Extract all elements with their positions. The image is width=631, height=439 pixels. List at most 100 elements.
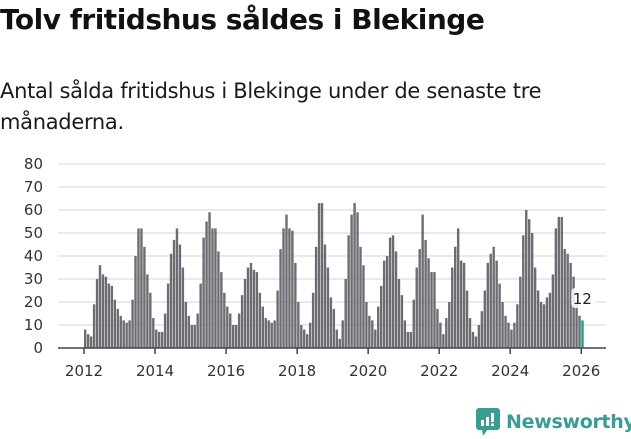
bar xyxy=(84,329,87,348)
bar xyxy=(101,274,105,348)
bar xyxy=(270,322,273,348)
bar xyxy=(581,320,584,348)
bar xyxy=(353,203,356,348)
bar xyxy=(282,228,285,348)
bar xyxy=(560,216,563,348)
bar xyxy=(551,274,555,348)
bar xyxy=(223,292,226,348)
bar xyxy=(326,267,330,348)
bar xyxy=(314,246,318,348)
bar xyxy=(246,267,250,348)
bar xyxy=(258,292,262,348)
bar xyxy=(104,276,108,348)
chart-subtitle: Antal sålda fritidshus i Blekinge under … xyxy=(0,79,542,134)
bar xyxy=(237,313,241,348)
bar xyxy=(122,320,125,348)
bar xyxy=(149,292,152,348)
bar xyxy=(507,322,510,348)
x-tick-label: 2020 xyxy=(349,362,387,380)
bar xyxy=(335,329,339,348)
bar xyxy=(368,315,371,348)
bar xyxy=(504,315,507,348)
y-tick-label: 0 xyxy=(33,339,43,357)
bar xyxy=(341,320,344,348)
bar xyxy=(480,311,484,348)
bar xyxy=(261,306,265,348)
bar xyxy=(391,235,395,348)
x-tick-label: 2012 xyxy=(65,362,103,380)
bar xyxy=(471,331,475,348)
bar xyxy=(359,246,362,348)
bar xyxy=(294,262,297,348)
bar xyxy=(172,239,176,348)
y-tick-label: 80 xyxy=(24,155,43,173)
bar xyxy=(181,267,185,348)
bar xyxy=(445,318,448,348)
bar xyxy=(548,292,552,348)
bar xyxy=(243,279,247,348)
bar xyxy=(563,249,566,348)
bar xyxy=(300,325,303,348)
bar xyxy=(226,306,229,348)
y-tick-label: 20 xyxy=(24,293,43,311)
bar xyxy=(519,276,522,348)
bar xyxy=(569,262,572,348)
bar xyxy=(217,251,220,348)
bar xyxy=(492,246,495,348)
bar xyxy=(288,228,291,348)
bar xyxy=(128,320,131,348)
bar xyxy=(329,297,333,348)
x-tick-label: 2026 xyxy=(562,362,600,380)
x-tick-label: 2014 xyxy=(136,362,174,380)
bar xyxy=(86,334,90,348)
y-tick-label: 30 xyxy=(24,270,43,288)
bar xyxy=(539,302,543,348)
bar xyxy=(483,290,487,348)
bar xyxy=(380,285,383,348)
bar xyxy=(424,239,427,348)
y-tick-label: 70 xyxy=(24,178,43,196)
bar xyxy=(406,331,410,348)
bar xyxy=(323,244,327,348)
bar xyxy=(489,253,492,348)
y-tick-label: 60 xyxy=(24,201,43,219)
bar xyxy=(442,334,445,348)
bar xyxy=(377,306,380,348)
bar xyxy=(220,272,223,348)
bar xyxy=(163,313,167,348)
bar xyxy=(498,283,501,348)
bar xyxy=(382,260,386,348)
bar xyxy=(578,315,581,348)
bar xyxy=(427,258,430,348)
bar xyxy=(439,322,442,348)
bar xyxy=(397,279,401,348)
y-tick-label: 10 xyxy=(24,316,43,334)
bar xyxy=(418,249,421,348)
bar xyxy=(146,274,149,348)
bar xyxy=(175,228,179,348)
bar xyxy=(320,203,324,348)
bar xyxy=(211,228,214,348)
bar xyxy=(255,272,259,348)
bar xyxy=(131,299,134,348)
bar xyxy=(169,253,173,348)
bar xyxy=(516,304,519,348)
bar xyxy=(119,315,122,348)
bar xyxy=(166,283,170,348)
bar xyxy=(421,214,424,348)
bar xyxy=(240,295,244,348)
bar xyxy=(190,325,193,348)
bars xyxy=(84,203,584,348)
bar xyxy=(436,308,439,348)
y-tick-label: 40 xyxy=(24,247,43,265)
bar xyxy=(107,283,111,348)
bar xyxy=(501,302,504,348)
bar xyxy=(184,302,188,348)
bar xyxy=(113,299,117,348)
bar xyxy=(291,230,294,348)
bar xyxy=(510,329,513,348)
bar xyxy=(306,334,309,348)
bar xyxy=(273,320,276,348)
x-tick-label: 2016 xyxy=(207,362,245,380)
bar xyxy=(533,267,537,348)
